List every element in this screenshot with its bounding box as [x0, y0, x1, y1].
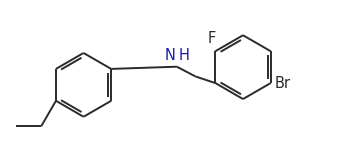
Text: H: H	[179, 48, 190, 63]
Text: Br: Br	[275, 76, 291, 91]
Text: N: N	[164, 48, 175, 63]
Text: F: F	[208, 31, 216, 46]
